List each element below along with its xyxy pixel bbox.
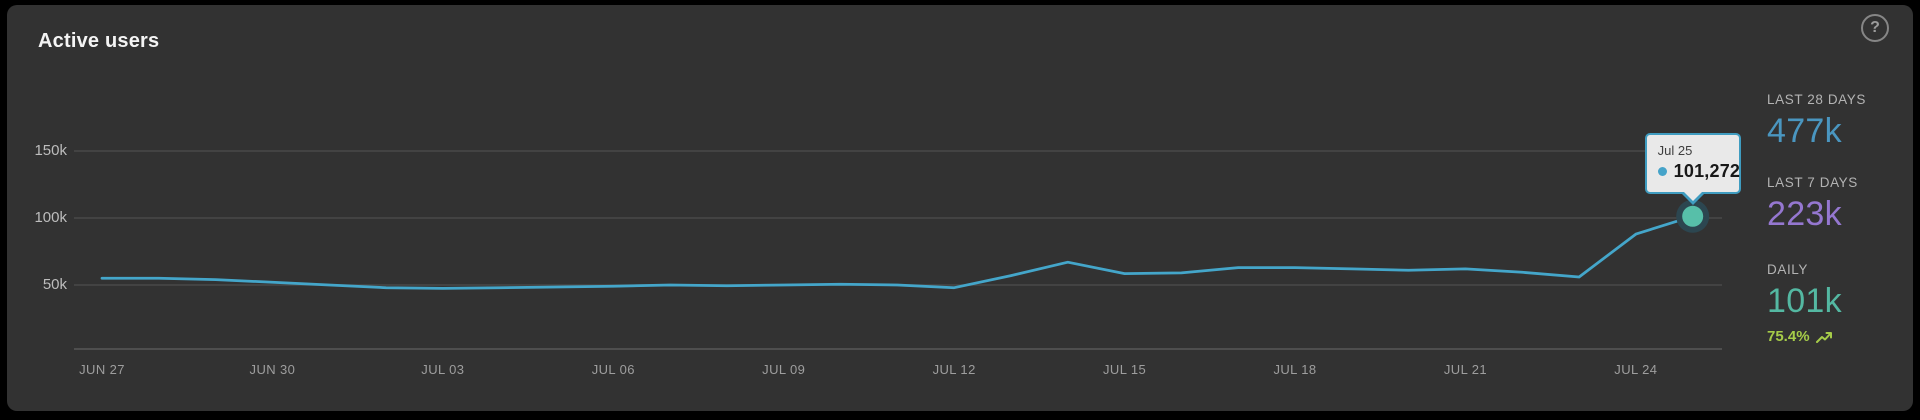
x-axis-tick-label: JUL 15 bbox=[1103, 362, 1147, 377]
active-users-card: Active users ? 50k 100k 150k JUN 27 JUN 30 J… bbox=[7, 5, 1913, 411]
x-axis-tick-label: JUL 21 bbox=[1443, 362, 1487, 377]
tooltip-value: 101,272 bbox=[1673, 161, 1741, 181]
y-axis-tick-label: 150k bbox=[34, 142, 67, 159]
tooltip-date: Jul 25 bbox=[1657, 143, 1693, 158]
trend-up-icon bbox=[1815, 331, 1832, 343]
stat-value: 223k bbox=[1767, 195, 1842, 233]
stat-last-28-days: LAST 28 DAYS 477k bbox=[1767, 91, 1866, 149]
stat-value: 101k bbox=[1767, 282, 1842, 320]
active-users-line-chart[interactable] bbox=[7, 5, 1920, 420]
stat-daily: DAILY 101k 75.4% bbox=[1767, 261, 1842, 346]
stat-delta-value: 75.4% bbox=[1767, 328, 1810, 345]
chart-tooltip: Jul 25 101,272 bbox=[1644, 133, 1741, 205]
stat-delta: 75.4% bbox=[1767, 328, 1842, 346]
card-title: Active users bbox=[38, 30, 160, 52]
stat-label: DAILY bbox=[1767, 262, 1809, 277]
tooltip-value-row: 101,272 bbox=[1657, 161, 1741, 182]
active-users-series-line bbox=[100, 214, 1695, 290]
stat-last-7-days: LAST 7 DAYS 223k bbox=[1767, 174, 1858, 232]
x-axis-tick-label: JUL 09 bbox=[762, 362, 806, 377]
x-axis-tick-label: JUL 18 bbox=[1273, 362, 1317, 377]
x-axis-tick-label: JUL 03 bbox=[421, 362, 465, 377]
x-axis-tick-label: JUL 06 bbox=[591, 362, 635, 377]
x-axis-tick-label: JUN 30 bbox=[249, 362, 296, 377]
stat-value: 477k bbox=[1767, 112, 1842, 150]
y-axis-tick-label: 50k bbox=[42, 276, 67, 293]
y-axis-tick-label: 100k bbox=[34, 209, 67, 226]
x-axis-tick-label: JUL 24 bbox=[1614, 362, 1658, 377]
stat-label: LAST 28 DAYS bbox=[1767, 92, 1866, 107]
x-axis-tick-label: JUL 12 bbox=[932, 362, 976, 377]
help-icon[interactable]: ? bbox=[1861, 14, 1889, 42]
highlighted-data-point[interactable] bbox=[1682, 205, 1704, 227]
stat-label: LAST 7 DAYS bbox=[1767, 175, 1858, 190]
x-axis-tick-label: JUN 27 bbox=[79, 362, 125, 377]
series-dot-icon bbox=[1657, 167, 1667, 176]
